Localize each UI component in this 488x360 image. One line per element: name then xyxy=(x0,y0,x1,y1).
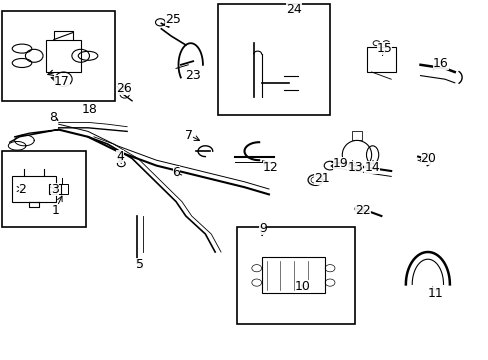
Text: 7: 7 xyxy=(184,129,199,141)
Bar xyxy=(56,184,68,194)
Bar xyxy=(46,40,81,72)
Text: 20: 20 xyxy=(420,152,435,165)
Text: 1: 1 xyxy=(51,196,62,217)
Text: 17: 17 xyxy=(51,75,69,87)
Text: 25: 25 xyxy=(165,13,181,26)
Bar xyxy=(351,131,361,140)
Text: 11: 11 xyxy=(427,287,443,300)
Text: 6: 6 xyxy=(172,166,182,179)
Bar xyxy=(366,47,395,72)
Text: 26: 26 xyxy=(116,82,131,95)
Text: 8: 8 xyxy=(49,111,58,123)
Text: 13: 13 xyxy=(346,161,362,174)
Text: 22: 22 xyxy=(354,204,370,217)
Text: 16: 16 xyxy=(432,57,447,70)
Text: 24: 24 xyxy=(285,3,301,15)
Bar xyxy=(49,184,61,194)
Text: 18: 18 xyxy=(82,103,98,116)
Text: 9: 9 xyxy=(259,222,266,236)
Text: 23: 23 xyxy=(184,69,200,82)
Text: 19: 19 xyxy=(330,157,347,170)
Bar xyxy=(12,176,56,202)
Text: 21: 21 xyxy=(313,172,329,185)
Text: 4: 4 xyxy=(116,150,124,163)
Text: 10: 10 xyxy=(294,280,310,293)
Text: 5: 5 xyxy=(136,258,143,271)
Text: 14: 14 xyxy=(364,161,379,174)
Text: 12: 12 xyxy=(262,161,278,174)
Text: 3: 3 xyxy=(51,183,59,196)
Bar xyxy=(261,257,325,293)
Text: 2: 2 xyxy=(17,183,26,195)
Text: 15: 15 xyxy=(376,42,391,55)
